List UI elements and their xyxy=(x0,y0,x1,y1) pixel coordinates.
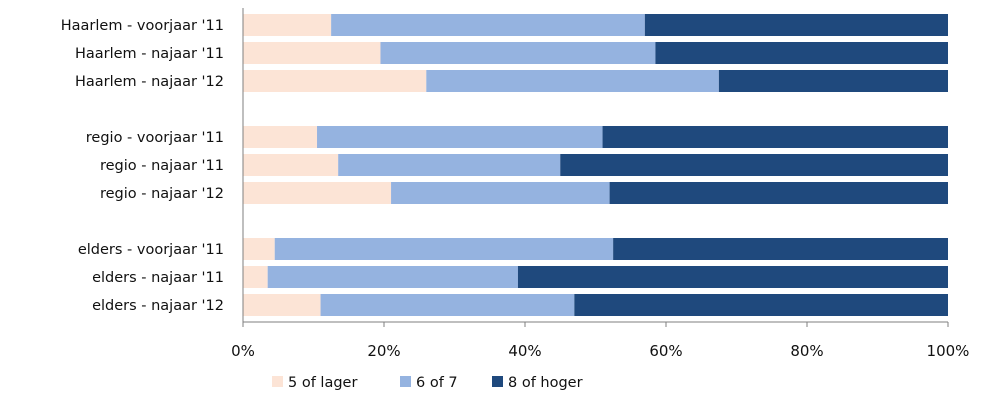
bar-segment-8-of-hoger xyxy=(644,14,948,36)
bar-segment-5-of-lager xyxy=(243,238,275,260)
x-tick-label: 60% xyxy=(649,342,682,360)
bar-segment-5-of-lager xyxy=(243,266,268,288)
bar-segment-5-of-lager xyxy=(243,126,318,148)
x-tick-label: 0% xyxy=(231,342,255,360)
category-label: regio - voorjaar '11 xyxy=(86,130,224,146)
category-label: elders - voorjaar '11 xyxy=(78,242,224,258)
category-labels: Haarlem - voorjaar '11 Haarlem - najaar '… xyxy=(61,18,224,314)
bar-segment-5-of-lager xyxy=(243,70,427,92)
bar-segment-5-of-lager xyxy=(243,42,381,64)
bar-segment-6-of-7 xyxy=(274,238,614,260)
category-label: Haarlem - najaar '11 xyxy=(75,46,224,62)
legend-label: 6 of 7 xyxy=(416,375,458,391)
legend-swatch xyxy=(272,376,283,387)
bar-segment-6-of-7 xyxy=(391,182,610,204)
bar-segment-6-of-7 xyxy=(426,70,719,92)
legend-label: 5 of lager xyxy=(288,375,357,391)
category-label: elders - najaar '12 xyxy=(92,298,224,314)
legend: 5 of lager 6 of 7 8 of hoger xyxy=(272,375,583,391)
category-label: elders - najaar '11 xyxy=(92,270,224,286)
x-tick-label: 40% xyxy=(508,342,541,360)
bar-segment-8-of-hoger xyxy=(609,182,948,204)
x-tick-label: 100% xyxy=(927,342,970,360)
category-label: regio - najaar '12 xyxy=(100,186,224,202)
bar-segment-5-of-lager xyxy=(243,182,392,204)
bars-layer xyxy=(243,14,948,316)
category-label: Haarlem - najaar '12 xyxy=(75,74,224,90)
legend-label: 8 of hoger xyxy=(508,375,583,391)
bar-segment-5-of-lager xyxy=(243,14,332,36)
x-tick-label: 20% xyxy=(367,342,400,360)
x-axis: 0% 20% 40% 60% 80% 100% xyxy=(231,8,969,360)
legend-swatch xyxy=(400,376,411,387)
bar-segment-8-of-hoger xyxy=(560,154,948,176)
bar-segment-5-of-lager xyxy=(243,154,339,176)
bar-segment-6-of-7 xyxy=(338,154,561,176)
bar-segment-8-of-hoger xyxy=(613,238,948,260)
category-label: Haarlem - voorjaar '11 xyxy=(61,18,224,34)
x-tick-label: 80% xyxy=(790,342,823,360)
bar-segment-8-of-hoger xyxy=(517,266,948,288)
bar-segment-5-of-lager xyxy=(243,294,321,316)
bar-segment-6-of-7 xyxy=(267,266,518,288)
bar-segment-8-of-hoger xyxy=(655,42,948,64)
bar-segment-6-of-7 xyxy=(317,126,603,148)
bar-segment-6-of-7 xyxy=(380,42,656,64)
bar-segment-8-of-hoger xyxy=(718,70,948,92)
bar-segment-6-of-7 xyxy=(331,14,645,36)
bar-segment-8-of-hoger xyxy=(574,294,948,316)
legend-swatch xyxy=(492,376,503,387)
category-label: regio - najaar '11 xyxy=(100,158,224,174)
bar-segment-6-of-7 xyxy=(320,294,575,316)
bar-segment-8-of-hoger xyxy=(602,126,948,148)
